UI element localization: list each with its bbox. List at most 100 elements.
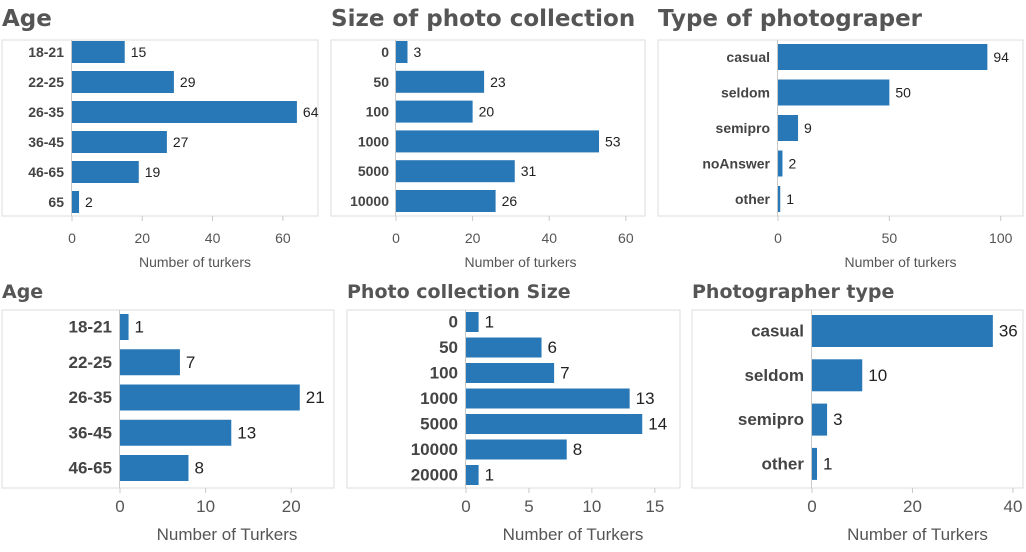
category-label: 100 — [366, 104, 390, 120]
category-label: 10000 — [350, 193, 389, 209]
category-label: 22-25 — [28, 74, 64, 90]
category-label: 18-21 — [28, 44, 64, 60]
data-label: 3 — [413, 44, 421, 60]
category-label: seldom — [721, 85, 770, 101]
category-label: seldom — [744, 366, 804, 385]
bar — [120, 384, 300, 411]
chart-panel-4: Age 18-21 1 22-25 7 26-35 21 36-45 13 46-65 8 0 10 20… — [1, 281, 335, 544]
category-label: 5000 — [420, 415, 458, 434]
x-tick-label: 0 — [807, 497, 816, 516]
data-label: 2 — [788, 156, 796, 172]
panel-frame — [1, 39, 319, 217]
category-label: 36-45 — [28, 134, 64, 150]
chart-title: Photographer type — [692, 281, 894, 303]
data-label: 29 — [180, 74, 196, 90]
category-label: casual — [726, 49, 770, 65]
category-label: 20000 — [411, 466, 458, 485]
x-tick-label: 20 — [903, 497, 922, 516]
x-tick-label: 0 — [461, 497, 470, 516]
bar — [466, 414, 643, 434]
bar — [72, 41, 125, 63]
data-label: 53 — [605, 133, 621, 149]
data-label: 20 — [479, 104, 495, 120]
x-tick-label: 10 — [196, 497, 215, 516]
bar — [812, 315, 993, 347]
data-label: 94 — [993, 49, 1009, 65]
bar — [466, 388, 630, 409]
bar — [778, 44, 988, 70]
x-axis-label: Number of turkers — [844, 254, 956, 270]
bar — [396, 190, 496, 212]
chart-title: Age — [2, 281, 43, 303]
bar — [72, 161, 139, 183]
x-tick-label: 20 — [134, 230, 150, 246]
category-label: 5000 — [358, 163, 389, 179]
category-label: 100 — [430, 364, 458, 383]
bar — [396, 100, 473, 123]
data-label: 50 — [895, 85, 911, 101]
data-label: 14 — [648, 415, 667, 434]
category-label: other — [735, 191, 771, 207]
chart-title: Type of photograper — [658, 6, 923, 32]
chart-panel-3: Type of photograper casual 94 seldom 50 semip… — [657, 6, 1024, 270]
data-label: 36 — [999, 322, 1018, 341]
category-label: 0 — [381, 44, 389, 60]
bar — [72, 191, 80, 213]
bar — [120, 314, 129, 340]
category-label: casual — [751, 322, 804, 341]
x-tick-label: 40 — [541, 230, 557, 246]
x-tick-label: 10 — [582, 497, 601, 516]
data-label: 13 — [636, 389, 655, 408]
category-label: 10000 — [411, 440, 458, 459]
x-axis-label: Number of Turkers — [503, 525, 644, 544]
bar — [72, 101, 297, 123]
data-label: 1 — [135, 318, 144, 337]
data-label: 31 — [521, 163, 537, 179]
chart-title: Size of photo collection — [331, 6, 635, 32]
panel-frame — [657, 39, 1024, 217]
bar — [812, 403, 828, 436]
data-label: 8 — [194, 459, 203, 478]
data-label: 3 — [833, 410, 842, 429]
x-tick-label: 0 — [115, 497, 124, 516]
x-tick-label: 15 — [645, 497, 664, 516]
data-label: 21 — [306, 388, 325, 407]
data-label: 8 — [573, 440, 582, 459]
bar — [120, 419, 232, 446]
data-label: 1 — [485, 313, 494, 332]
bar — [466, 312, 479, 332]
bar — [812, 447, 818, 480]
panel-frame — [691, 309, 1024, 489]
bar — [396, 130, 600, 153]
panel-frame — [346, 309, 681, 489]
x-tick-label: 50 — [882, 230, 898, 246]
bar — [396, 70, 485, 93]
bar — [120, 455, 189, 481]
category-label: 26-35 — [28, 104, 64, 120]
x-tick-label: 0 — [392, 230, 400, 246]
bar — [466, 439, 567, 460]
bar — [396, 41, 408, 63]
bar — [812, 359, 863, 392]
x-tick-label: 0 — [774, 230, 782, 246]
x-axis-label: Number of Turkers — [847, 525, 988, 544]
category-label: 26-35 — [69, 388, 112, 407]
category-label: 1000 — [358, 133, 389, 149]
x-tick-label: 40 — [205, 230, 221, 246]
bar — [778, 150, 783, 177]
panel-frame — [330, 39, 646, 217]
data-label: 2 — [85, 194, 93, 210]
data-label: 6 — [548, 338, 557, 357]
chart-title: Age — [2, 6, 52, 32]
category-label: 50 — [439, 338, 458, 357]
data-label: 27 — [173, 134, 189, 150]
category-label: 0 — [449, 313, 458, 332]
x-tick-label: 20 — [282, 497, 301, 516]
data-label: 13 — [237, 423, 256, 442]
x-tick-label: 0 — [68, 230, 76, 246]
bar — [778, 79, 890, 106]
bar — [466, 465, 479, 485]
chart-title: Photo collection Size — [347, 281, 571, 303]
